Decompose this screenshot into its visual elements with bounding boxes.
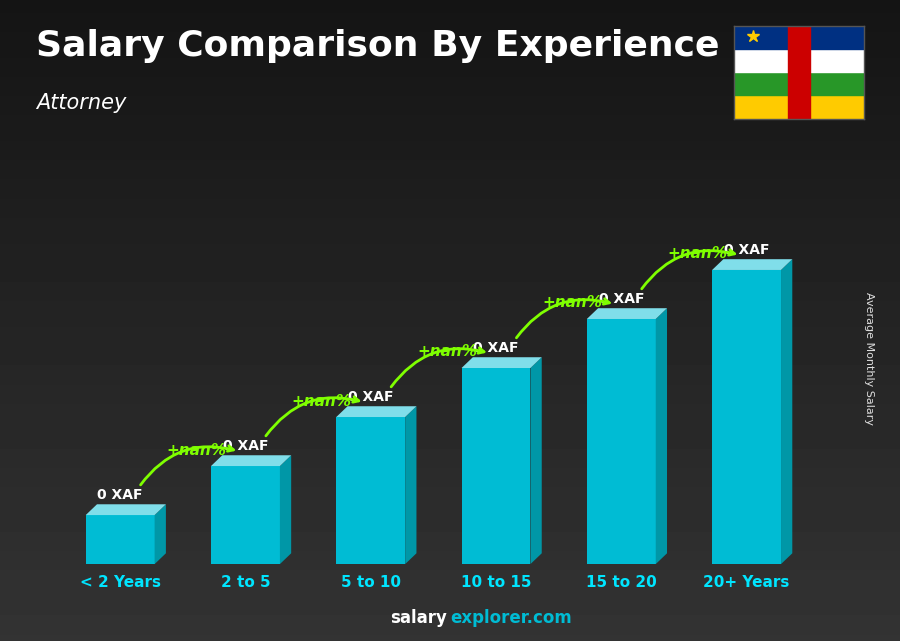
Polygon shape	[781, 259, 792, 564]
Text: 0 XAF: 0 XAF	[724, 243, 770, 257]
Polygon shape	[734, 49, 864, 72]
Text: +nan%: +nan%	[292, 394, 352, 408]
Text: salary: salary	[391, 609, 447, 627]
Polygon shape	[734, 26, 864, 49]
Bar	[712, 270, 781, 564]
Text: +nan%: +nan%	[668, 246, 727, 262]
Bar	[587, 319, 656, 564]
Polygon shape	[155, 504, 166, 564]
Text: Attorney: Attorney	[36, 93, 126, 113]
Polygon shape	[587, 308, 667, 319]
Text: +nan%: +nan%	[417, 344, 477, 360]
Bar	[462, 368, 530, 564]
Polygon shape	[712, 259, 792, 270]
Polygon shape	[788, 26, 810, 119]
Polygon shape	[734, 72, 864, 96]
Bar	[337, 417, 405, 564]
Text: 0 XAF: 0 XAF	[97, 488, 143, 502]
Polygon shape	[86, 504, 166, 515]
Text: +nan%: +nan%	[543, 296, 602, 310]
Polygon shape	[656, 308, 667, 564]
Polygon shape	[280, 455, 292, 564]
Text: 0 XAF: 0 XAF	[598, 292, 644, 306]
Text: 0 XAF: 0 XAF	[348, 390, 393, 404]
Polygon shape	[405, 406, 417, 564]
Text: 0 XAF: 0 XAF	[222, 439, 268, 453]
Text: 0 XAF: 0 XAF	[473, 341, 518, 354]
Polygon shape	[211, 455, 292, 466]
Bar	[86, 515, 155, 564]
Polygon shape	[530, 357, 542, 564]
Polygon shape	[462, 357, 542, 368]
Text: Average Monthly Salary: Average Monthly Salary	[863, 292, 874, 426]
Bar	[211, 466, 280, 564]
Text: +nan%: +nan%	[166, 442, 227, 458]
Text: explorer.com: explorer.com	[450, 609, 572, 627]
Polygon shape	[337, 406, 417, 417]
Text: Salary Comparison By Experience: Salary Comparison By Experience	[36, 29, 719, 63]
Polygon shape	[734, 96, 864, 119]
